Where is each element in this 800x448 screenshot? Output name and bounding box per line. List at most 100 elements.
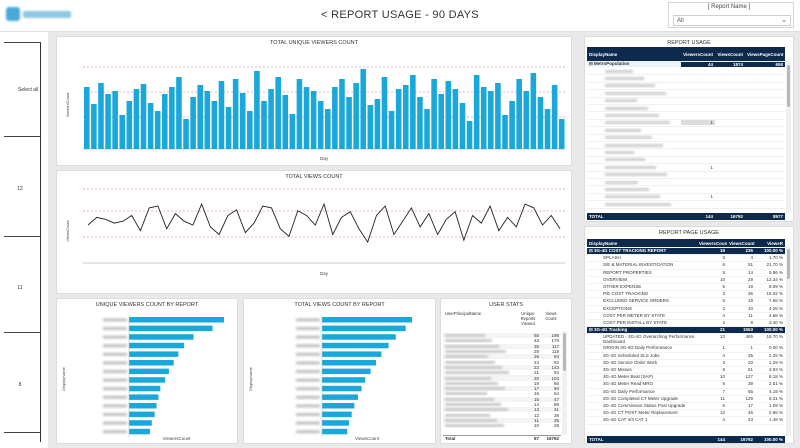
table-row[interactable]: 17 60 bbox=[443, 386, 561, 392]
scrollbar-thumb[interactable] bbox=[787, 65, 790, 107]
table-row[interactable] bbox=[587, 75, 785, 83]
table-row[interactable]: 28 118 bbox=[443, 348, 561, 355]
table-row[interactable]: 18 66 bbox=[443, 380, 561, 386]
table-row[interactable] bbox=[587, 179, 785, 187]
table-row[interactable]: REPORT PROPERTIES 5 14 5.96 % bbox=[587, 270, 785, 277]
table-row[interactable]: 16 54 bbox=[443, 391, 561, 397]
table-row[interactable] bbox=[587, 83, 785, 91]
table-row[interactable]: 26 84 bbox=[443, 354, 561, 360]
table-row[interactable]: 20 104 bbox=[443, 375, 561, 381]
table-row[interactable] bbox=[587, 127, 785, 135]
column-header[interactable]: Views Count bbox=[545, 311, 557, 321]
column-header[interactable]: ViewsCount bbox=[717, 51, 743, 57]
table-row[interactable]: 36 117 bbox=[443, 343, 561, 349]
table-row[interactable]: COST PER INSTALL BY STATE 2 8 3.40 % bbox=[587, 320, 785, 328]
table-row[interactable]: EXCEPTIONS 2 10 4.26 % bbox=[587, 306, 785, 313]
table-row[interactable]: 1 bbox=[587, 120, 785, 128]
table-row[interactable]: 3G-4G Completed CT Meter Upgrade 11 129 8.3… bbox=[587, 396, 785, 403]
scrollbar[interactable] bbox=[562, 331, 567, 435]
slicer-option-12[interactable]: 12 bbox=[17, 186, 23, 192]
views-cell: 46 bbox=[747, 410, 753, 416]
bar bbox=[232, 79, 239, 149]
select-all-option[interactable]: Select all bbox=[18, 87, 39, 93]
table-row[interactable]: 12 38 bbox=[443, 412, 561, 418]
table-row[interactable]: OTHER EXPENSE 6 19 8.09 % bbox=[587, 284, 785, 292]
table-row[interactable]: 3G-4G Commission Status Post Upgrade 6 17 1… bbox=[587, 403, 785, 411]
table-row[interactable]: 3G-4G Meter Read MRO 6 39 2.51 % bbox=[587, 381, 785, 389]
table-row[interactable]: 24 82 bbox=[443, 359, 561, 365]
page-title[interactable]: < REPORT USAGE - 90 DAYS bbox=[321, 9, 479, 21]
table-row[interactable]: 10 29 bbox=[443, 423, 561, 429]
table-row[interactable] bbox=[587, 172, 785, 179]
table-row[interactable] bbox=[587, 90, 785, 98]
column-header[interactable]: ViewsR bbox=[767, 240, 783, 246]
column-header[interactable]: UserPrincipalName bbox=[445, 311, 482, 316]
report-name-cell bbox=[587, 106, 681, 111]
table-row[interactable]: ORIGIN 3G-4G Daily Performance 1 1 0.00 % bbox=[587, 345, 785, 353]
total-views-chart[interactable]: ViewsCount Day bbox=[57, 171, 573, 295]
unique-viewers-chart[interactable]: ViewersCount Day bbox=[57, 37, 573, 167]
table-row[interactable]: 1 bbox=[587, 194, 785, 202]
unique-by-report-chart[interactable]: DisplayName ViewersCount bbox=[57, 299, 239, 445]
page-usage-table[interactable]: DisplayName ViewersCount ViewsCount ViewsR ⊟… bbox=[587, 239, 793, 443]
group-row[interactable]: ⊟ 3G-4G Tracking 21 1553 100.00 % bbox=[587, 327, 785, 335]
table-row[interactable]: 15 47 bbox=[443, 396, 561, 402]
table-row[interactable]: 55 198 bbox=[443, 333, 561, 339]
table-row[interactable] bbox=[587, 201, 785, 209]
scrollbar-thumb[interactable] bbox=[787, 249, 790, 279]
table-row[interactable]: 3G-4G CAT 4/4 CAT 1 4 23 1.48 % bbox=[587, 417, 785, 425]
table-row[interactable]: 21 92 bbox=[443, 370, 561, 376]
column-header[interactable]: DisplayName bbox=[589, 240, 618, 246]
table-row[interactable] bbox=[587, 68, 785, 76]
table-row[interactable]: S/E & MATERIAL INVESTIGATION 6 51 21.70 % bbox=[587, 262, 785, 270]
category-label bbox=[103, 327, 127, 330]
user-stats-table[interactable]: UserPrincipalName Unique Reports Viewed Vi… bbox=[443, 311, 567, 443]
report-usage-table[interactable]: DisplayName ViewersCount ViewsCount ViewsPa… bbox=[587, 47, 793, 221]
scrollbar[interactable] bbox=[786, 247, 791, 436]
column-header[interactable]: ViewersCount bbox=[683, 51, 713, 57]
column-header[interactable]: ViewsPageCount bbox=[747, 51, 784, 57]
category-label bbox=[103, 361, 127, 365]
table-row[interactable]: 3G-4G CT POST Meter Replacement 12 46 2.96 … bbox=[587, 410, 785, 418]
table-row[interactable]: UPDATED - 3G-4G Overarching Performance … bbox=[587, 334, 785, 346]
column-header[interactable]: Unique Reports Viewed bbox=[520, 311, 536, 326]
table-row[interactable]: SPLASH 3 4 1.70 % bbox=[587, 255, 785, 263]
table-row[interactable]: 3G-4G Misses 8 61 3.93 % bbox=[587, 367, 785, 375]
scrollbar[interactable] bbox=[786, 61, 791, 213]
table-row[interactable] bbox=[587, 142, 785, 150]
table-row[interactable]: 3G-4G Scheduled SLS Jobs 4 35 2.25 % bbox=[587, 353, 785, 360]
bar bbox=[310, 91, 317, 149]
table-row[interactable]: 3G-4G Service Order Work 3 20 1.29 % bbox=[587, 360, 785, 367]
views-by-report-chart[interactable]: DisplayName ViewsCount bbox=[244, 299, 437, 445]
column-header[interactable]: ViewsCount bbox=[729, 240, 755, 246]
slicer-option-11[interactable]: 11 bbox=[17, 285, 23, 291]
table-row[interactable]: EXCLUDED SERVICE ORDERS 5 18 7.66 % bbox=[587, 298, 785, 306]
table-row[interactable]: 14 88 bbox=[443, 401, 561, 408]
column-header[interactable]: ViewersCount bbox=[699, 240, 727, 246]
table-row[interactable] bbox=[587, 149, 785, 157]
table-row[interactable]: 11 35 bbox=[443, 417, 561, 424]
table-row[interactable] bbox=[587, 112, 785, 120]
report-name-dropdown[interactable]: All ⌄ bbox=[673, 15, 791, 26]
table-row[interactable] bbox=[587, 186, 785, 194]
table-row[interactable] bbox=[587, 98, 785, 105]
group-row[interactable]: ⊟ MetroPopulation 44 1874 658 bbox=[587, 61, 785, 67]
table-row[interactable] bbox=[587, 135, 785, 142]
group-row[interactable]: ⊟ 3G-4G COST TRACKING REPORT 19 235 100.00 … bbox=[587, 248, 785, 256]
table-row[interactable]: 1 bbox=[587, 164, 785, 172]
table-row[interactable] bbox=[587, 105, 785, 113]
table-row[interactable]: OVERVIEW 10 29 12.34 % bbox=[587, 277, 785, 284]
table-row[interactable]: 13 41 bbox=[443, 407, 561, 413]
table-row[interactable]: P/E COST TRACKING 3 36 15.32 % bbox=[587, 291, 785, 299]
scrollbar-thumb[interactable] bbox=[563, 333, 566, 371]
slicer-option-8[interactable]: 8 bbox=[18, 382, 22, 388]
column-header[interactable]: DisplayName bbox=[589, 51, 618, 57]
table-row[interactable]: COST PER METER BY STATE 4 11 4.68 % bbox=[587, 313, 785, 320]
table-row[interactable] bbox=[587, 157, 785, 165]
bar bbox=[129, 428, 150, 435]
table-row[interactable]: 22 143 bbox=[443, 364, 561, 371]
table-row[interactable]: 3G-4G Daily Performance 7 65 4.19 % bbox=[587, 389, 785, 396]
category-label bbox=[103, 352, 127, 356]
table-row[interactable]: 3G-4G Meter Beat (SAP) 10 127 8.18 % bbox=[587, 374, 785, 382]
table-row[interactable]: 43 170 bbox=[443, 338, 561, 344]
